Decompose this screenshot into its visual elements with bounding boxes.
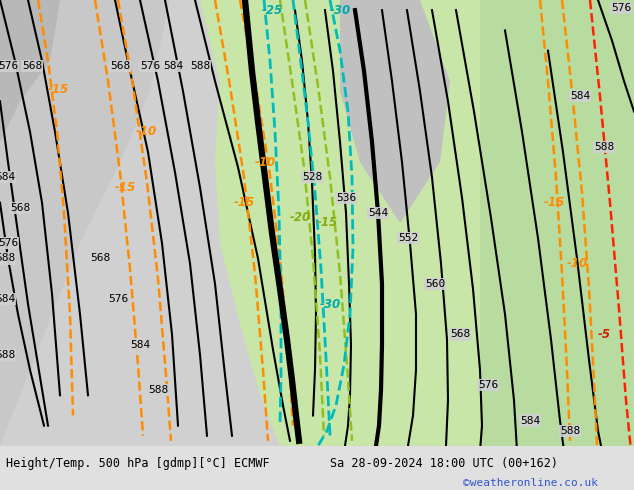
Text: 588: 588: [0, 350, 15, 360]
Text: 576: 576: [108, 294, 128, 304]
Text: 576: 576: [0, 61, 18, 71]
Text: -15: -15: [48, 83, 68, 96]
Text: -10: -10: [566, 257, 588, 270]
Text: 568: 568: [110, 61, 130, 71]
Text: 588: 588: [594, 142, 614, 152]
Text: Sa 28-09-2024 18:00 UTC (00+162): Sa 28-09-2024 18:00 UTC (00+162): [330, 457, 558, 469]
Text: 588: 588: [148, 385, 168, 395]
Text: -10: -10: [254, 156, 276, 169]
Text: 576: 576: [478, 380, 498, 390]
Text: 560: 560: [425, 279, 445, 289]
Text: -15: -15: [233, 196, 255, 209]
Text: -15: -15: [543, 196, 564, 209]
Text: 576: 576: [611, 3, 631, 13]
Text: 588: 588: [190, 61, 210, 71]
Text: -15: -15: [115, 181, 136, 194]
Text: 568: 568: [10, 203, 30, 213]
Text: -10: -10: [136, 125, 157, 138]
Text: 544: 544: [368, 208, 388, 218]
Text: -5: -5: [597, 328, 611, 341]
Text: ©weatheronline.co.uk: ©weatheronline.co.uk: [463, 478, 598, 488]
Polygon shape: [0, 0, 170, 446]
Text: 576: 576: [140, 61, 160, 71]
Text: 568: 568: [90, 253, 110, 264]
Text: 584: 584: [130, 340, 150, 349]
Text: Height/Temp. 500 hPa [gdmp][°C] ECMWF: Height/Temp. 500 hPa [gdmp][°C] ECMWF: [6, 457, 270, 469]
Text: 584: 584: [0, 172, 15, 182]
Polygon shape: [480, 0, 634, 446]
Text: 588: 588: [0, 253, 15, 264]
Text: 588: 588: [560, 426, 580, 436]
Text: 536: 536: [336, 193, 356, 202]
Text: 584: 584: [0, 294, 15, 304]
Polygon shape: [340, 0, 450, 223]
Text: -20: -20: [290, 211, 311, 224]
Text: 584: 584: [570, 91, 590, 101]
Text: 568: 568: [22, 61, 42, 71]
Polygon shape: [0, 0, 60, 142]
Text: 584: 584: [163, 61, 183, 71]
Text: -15: -15: [316, 217, 337, 229]
Text: 576: 576: [0, 238, 18, 248]
Text: 528: 528: [302, 172, 322, 182]
Text: 552: 552: [398, 233, 418, 243]
Polygon shape: [180, 0, 634, 446]
Text: 568: 568: [450, 329, 470, 340]
Text: -30: -30: [330, 3, 351, 17]
Text: -30: -30: [320, 297, 340, 311]
Text: 584: 584: [520, 416, 540, 425]
Text: -25: -25: [261, 3, 283, 17]
